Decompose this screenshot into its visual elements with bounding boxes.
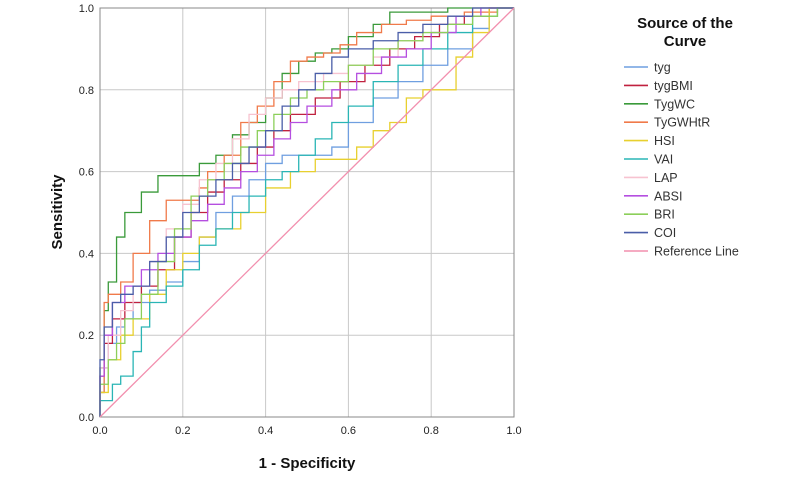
legend-label: HSI (654, 134, 675, 148)
x-tick-label: 0.4 (258, 425, 273, 437)
legend-label: LAP (654, 171, 678, 185)
y-tick-labels: 0.0 0.2 0.4 0.6 0.8 1.0 (79, 3, 94, 424)
y-tick-label: 0.6 (79, 167, 94, 179)
series-line-bri (99, 7, 514, 417)
legend-label: ABSI (654, 189, 683, 203)
series-line-vai (99, 7, 514, 417)
y-tick-label: 0.4 (79, 248, 94, 260)
x-tick-label: 0.2 (175, 425, 190, 437)
x-tick-label: 1.0 (506, 425, 521, 437)
y-tick-label: 0.0 (79, 412, 94, 424)
legend-label: VAI (654, 153, 673, 167)
legend-label: tygBMI (654, 79, 693, 93)
series-line-coi (99, 7, 514, 417)
y-tick-label: 0.8 (79, 85, 94, 97)
series-line-reference-line (99, 7, 515, 418)
y-axis-title: Sensitivity (49, 174, 66, 250)
legend-label: BRI (654, 208, 675, 222)
x-tick-labels: 0.0 0.2 0.4 0.6 0.8 1.0 (92, 425, 521, 437)
y-tick-label: 0.2 (79, 330, 94, 342)
legend-label: tyg (654, 61, 671, 75)
series-line-tyg (99, 7, 514, 417)
series-layer (99, 7, 515, 418)
legend: Source of the Curve tyg tygBMI TygWC TyGWHt… (624, 15, 739, 259)
legend-title-line-2: Curve (664, 33, 707, 50)
legend-label: Reference Line (654, 245, 739, 259)
x-tick-label: 0.6 (341, 425, 356, 437)
legend-label: TygWC (654, 97, 695, 111)
x-tick-label: 0.0 (92, 425, 107, 437)
x-axis-title: 1 - Specificity (259, 455, 356, 472)
y-tick-label: 1.0 (79, 3, 94, 15)
legend-items: tyg tygBMI TygWC TyGWHtR HSI VAI LAP ABSI BRI COI… (624, 61, 739, 259)
series-line-absi (99, 7, 514, 417)
plot-frame (99, 7, 515, 418)
legend-label: COI (654, 226, 676, 240)
x-tick-label: 0.8 (424, 425, 439, 437)
legend-title-line-1: Source of the (637, 15, 733, 32)
legend-label: TyGWHtR (654, 116, 710, 130)
